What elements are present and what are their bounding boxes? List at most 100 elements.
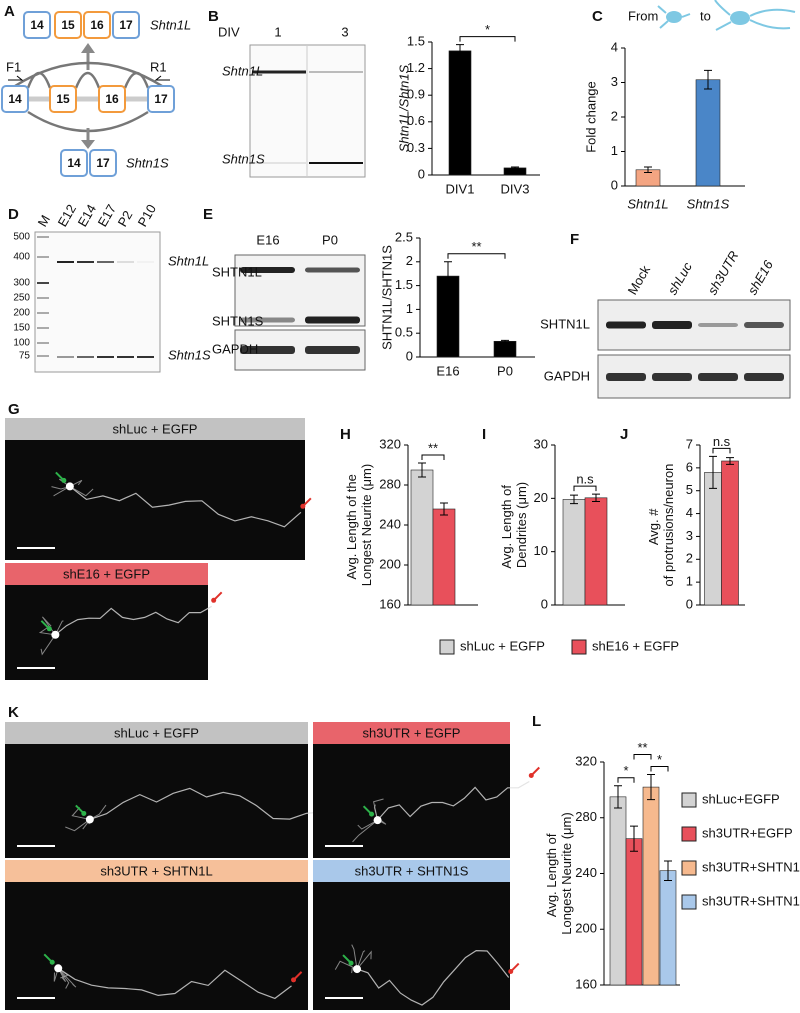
y-tick-label: 10 — [534, 543, 548, 558]
y-tick-label: 4 — [611, 39, 618, 54]
neurite — [53, 968, 59, 982]
panel-label: I — [482, 426, 486, 443]
legend-label: shE16 + EGFP — [592, 638, 679, 653]
micrograph — [5, 744, 308, 858]
error-bar — [664, 860, 672, 881]
band-label: Shtn1L — [168, 253, 209, 268]
exon-label: 17 — [119, 18, 133, 32]
legend-swatch — [681, 894, 697, 910]
band-label: GAPDH — [212, 341, 258, 356]
neurite — [69, 485, 94, 497]
y-axis-label: Avg. Length of Dendrites (μm) — [499, 481, 529, 568]
panel-label: L — [532, 713, 541, 730]
lane-label: shLuc — [665, 259, 696, 297]
exon — [112, 11, 140, 39]
lane-label: sh3UTR — [705, 248, 742, 297]
primer-arrow — [154, 75, 170, 81]
bar — [721, 460, 739, 606]
bar — [410, 469, 434, 606]
y-tick-label: 20 — [534, 490, 548, 505]
soma — [85, 815, 94, 824]
bar — [642, 786, 660, 986]
band-label: Shtn1S — [222, 151, 265, 166]
y-tick-label: 0 — [418, 166, 425, 181]
exon-label: 16 — [90, 18, 104, 32]
exon-label: 17 — [96, 156, 110, 170]
y-tick-label: 0 — [406, 348, 413, 363]
blot-band — [606, 321, 646, 329]
gel-band — [137, 356, 154, 358]
significance-label: ** — [471, 239, 481, 254]
neurite — [357, 819, 378, 830]
caption-bar — [313, 860, 510, 882]
neurite — [356, 950, 366, 970]
neurite — [351, 944, 358, 970]
arrow-head — [369, 811, 375, 817]
y-tick-label: 0.5 — [395, 325, 413, 340]
blot — [234, 254, 366, 327]
neurite — [356, 950, 372, 970]
y-tick-label: 200 — [379, 556, 401, 571]
y-axis-label: Avg. Length of Longest Neurite (μm) — [544, 812, 574, 934]
legend-swatch — [571, 639, 587, 655]
marker-band — [37, 342, 49, 344]
error-bar — [511, 166, 519, 170]
marker-label: 150 — [13, 323, 30, 334]
y-tick-label: 2.5 — [395, 229, 413, 244]
error-bar — [592, 493, 600, 503]
legend-label: shLuc + EGFP — [460, 638, 545, 653]
y-tick-label: 1.5 — [407, 33, 425, 48]
x-tick-label: DIV1 — [446, 181, 475, 196]
y-tick-label: 1.5 — [395, 277, 413, 292]
caption-bar — [5, 418, 305, 440]
blot-band — [652, 373, 692, 381]
soma — [65, 482, 74, 491]
micrograph — [5, 882, 308, 1010]
error-bar — [726, 457, 734, 465]
legend-swatch — [681, 792, 697, 808]
y-tick-label: 5 — [686, 482, 693, 497]
y-tick-label: 240 — [379, 516, 401, 531]
exon-label: 14 — [8, 92, 22, 106]
soma — [373, 816, 382, 825]
arrow-head — [348, 960, 354, 966]
y-tick-label: 7 — [686, 436, 693, 451]
lane-label: E17 — [95, 202, 120, 230]
blot-band — [698, 323, 738, 327]
legend-swatch — [439, 639, 455, 655]
error-bar — [614, 785, 622, 809]
neurite — [352, 819, 378, 843]
blot-band — [305, 267, 360, 273]
exon — [89, 149, 117, 177]
legend-swatch — [681, 826, 697, 842]
x-tick-label: E16 — [436, 363, 459, 378]
splice-arc — [74, 71, 101, 89]
exon — [60, 149, 88, 177]
marker-band — [37, 236, 49, 238]
bar — [659, 870, 677, 986]
significance-label: n.s — [713, 434, 731, 449]
band-label: GAPDH — [544, 368, 590, 383]
neurite — [65, 819, 91, 832]
y-tick-label: 0 — [686, 596, 693, 611]
soma — [51, 630, 60, 639]
marker-band — [37, 355, 49, 357]
bar — [609, 796, 627, 986]
image-caption: sh3UTR + EGFP — [363, 725, 461, 740]
lane-label: 3 — [341, 24, 348, 39]
band-label: SHTN1L — [212, 264, 262, 279]
lane-label: Mock — [625, 262, 654, 297]
lane-label: P2 — [115, 208, 136, 229]
bar — [625, 838, 643, 986]
blot-band — [305, 346, 360, 354]
significance-label: * — [657, 752, 662, 767]
neurite — [377, 780, 530, 821]
exon — [54, 11, 82, 39]
gel-band — [117, 356, 134, 358]
legend-label: sh3UTR+EGFP — [702, 825, 793, 840]
error-bar — [647, 774, 655, 801]
blot-band — [652, 321, 692, 329]
marker-label: 300 — [13, 278, 30, 289]
bar — [695, 79, 721, 187]
marker-label: 500 — [13, 232, 30, 243]
